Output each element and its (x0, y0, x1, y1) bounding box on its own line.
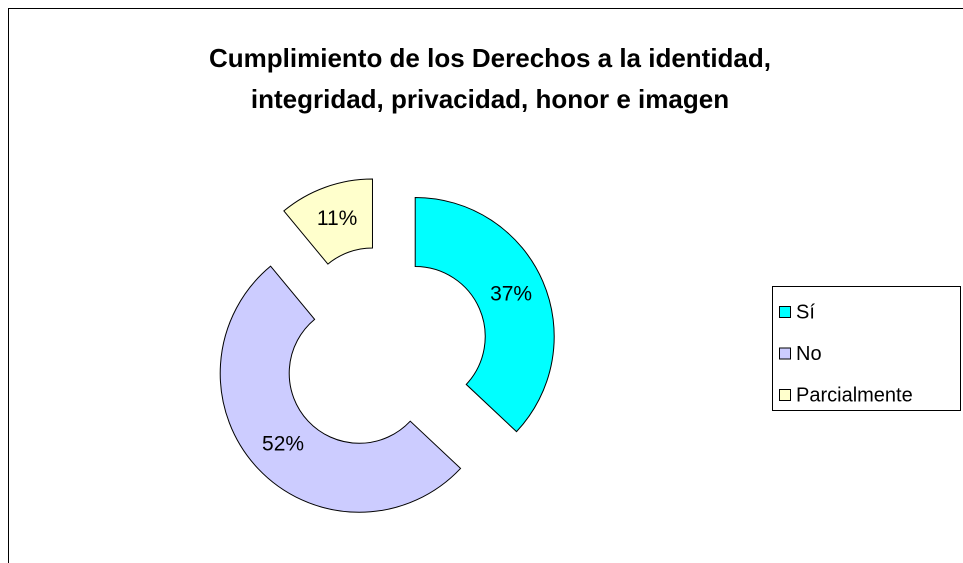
legend-label: No (796, 343, 822, 365)
chart-title: Cumplimiento de los Derechos a la identi… (209, 43, 771, 73)
data-label: 11% (317, 207, 357, 230)
chart-title: integridad, privacidad, honor e imagen (251, 84, 729, 114)
legend-swatch (779, 389, 791, 401)
doughnut-segment (283, 178, 373, 265)
legend-swatch (779, 347, 791, 360)
legend (772, 286, 961, 411)
data-label: 37% (490, 283, 532, 306)
doughnut-segment (219, 265, 462, 513)
data-label: 52% (262, 432, 304, 455)
legend-label: Sí (796, 301, 815, 323)
legend-label: Parcialmente (796, 384, 913, 406)
legend-swatch (779, 306, 791, 318)
doughnut-segment (414, 196, 555, 433)
